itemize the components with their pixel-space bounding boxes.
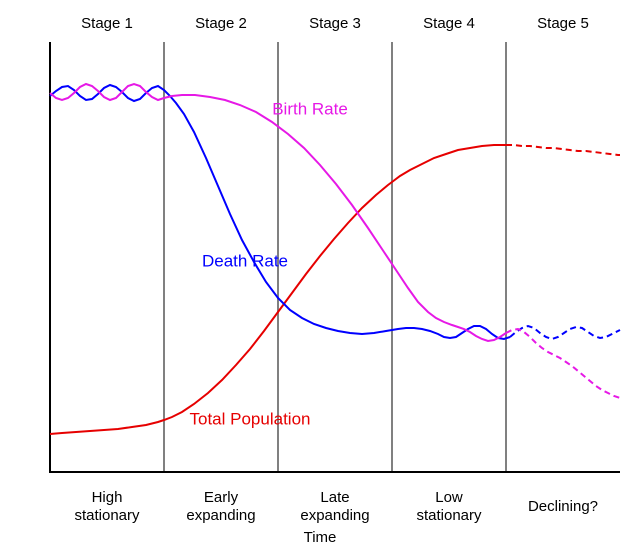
- stage-header: Stage 3: [309, 15, 361, 32]
- stage-footer: Low: [435, 489, 463, 506]
- stage-footer: expanding: [300, 507, 369, 524]
- death_rate-label: Death Rate: [202, 251, 288, 270]
- chart-background: [0, 0, 640, 547]
- stage-header: Stage 1: [81, 15, 133, 32]
- stage-footer: stationary: [416, 507, 482, 524]
- total_population-label: Total Population: [190, 409, 311, 428]
- stage-footer: Declining?: [528, 498, 598, 515]
- stage-footer: High: [92, 489, 123, 506]
- time-axis-label: Time: [304, 529, 337, 546]
- stage-header: Stage 2: [195, 15, 247, 32]
- stage-footer: Early: [204, 489, 239, 506]
- stage-footer: stationary: [74, 507, 140, 524]
- birth_rate-label: Birth Rate: [272, 99, 348, 118]
- stage-header: Stage 5: [537, 15, 589, 32]
- stage-header: Stage 4: [423, 15, 475, 32]
- stage-footer: expanding: [186, 507, 255, 524]
- stage-footer: Late: [320, 489, 349, 506]
- demographic-transition-chart: Stage 1Stage 2Stage 3Stage 4Stage 5Highs…: [0, 0, 640, 547]
